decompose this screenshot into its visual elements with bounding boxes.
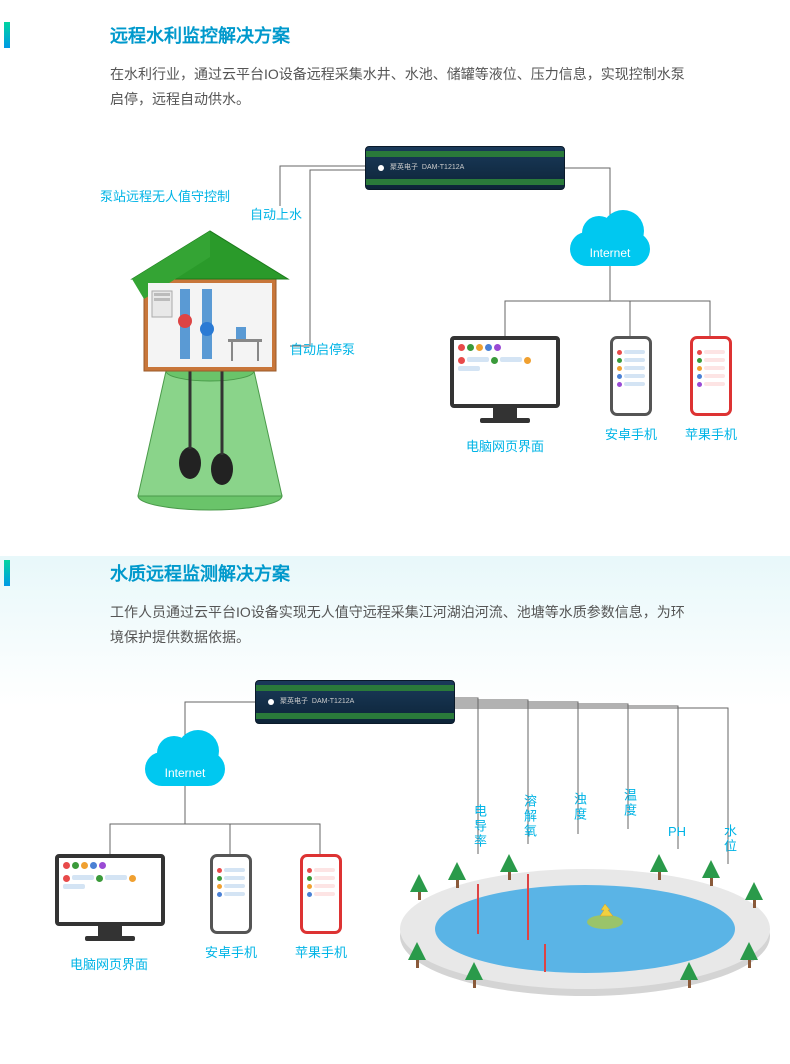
section-desc-1: 在水利行业，通过云平台IO设备远程采集水井、水池、储罐等液位、压力信息，实现控制… [0, 62, 790, 112]
iphone-2 [300, 854, 342, 934]
tree-icon [680, 962, 698, 988]
io-device-2: 聚英电子 DAM-T1212A [255, 680, 455, 724]
iphone-1 [690, 336, 732, 416]
section-title-1: 远程水利监控解决方案 [110, 22, 290, 48]
lake-illustration [390, 844, 780, 1014]
title-accent-1 [4, 22, 10, 48]
internet-cloud-1: Internet [570, 216, 650, 266]
section-water-quality: 水质远程监测解决方案 工作人员通过云平台IO设备实现无人值守远程采集江河湖泊河流… [0, 556, 790, 1058]
label-pc-1: 电脑网页界面 [466, 436, 544, 455]
tree-icon [745, 882, 763, 908]
cloud-label-1: Internet [570, 246, 650, 260]
section-desc-2: 工作人员通过云平台IO设备实现无人值守远程采集江河湖泊河流、池塘等水质参数信息，… [0, 600, 790, 650]
sensor-label-temp: 温度 [620, 788, 639, 818]
internet-cloud-2: Internet [145, 736, 225, 786]
tree-icon [408, 942, 426, 968]
title-accent-2 [4, 560, 10, 586]
tree-icon [410, 874, 428, 900]
section-water-control: 远程水利监控解决方案 在水利行业，通过云平台IO设备远程采集水井、水池、储罐等液… [0, 18, 790, 538]
label-pump-remote: 泵站远程无人值守控制 [100, 186, 230, 205]
label-pc-2: 电脑网页界面 [70, 954, 148, 973]
section-title-2: 水质远程监测解决方案 [110, 560, 290, 586]
android-phone-2 [210, 854, 252, 934]
sensor-label-turbidity: 浊度 [570, 792, 589, 822]
tree-icon [500, 854, 518, 880]
title-bar-1: 远程水利监控解决方案 [0, 18, 790, 52]
pc-monitor-2 [55, 854, 165, 941]
diagram-2: 聚英电子 DAM-T1212A Internet 电脑网页界面 [0, 674, 790, 1064]
sensor-label-conductivity: 电导率 [470, 804, 489, 849]
tree-icon [650, 854, 668, 880]
tree-icon [465, 962, 483, 988]
sensor-label-do: 溶解氧 [520, 794, 539, 839]
tree-icon [702, 860, 720, 886]
device-brand-1: 聚英电子 [390, 164, 418, 171]
device-brand-2: 聚英电子 [280, 698, 308, 705]
android-phone-1 [610, 336, 652, 416]
pump-station-illustration [110, 211, 310, 511]
sensor-label-ph: PH [668, 824, 686, 839]
cloud-label-2: Internet [145, 766, 225, 780]
tree-icon [740, 942, 758, 968]
label-android-1: 安卓手机 [605, 424, 657, 443]
device-model-1: DAM-T1212A [422, 164, 464, 171]
label-android-2: 安卓手机 [205, 942, 257, 961]
io-device-1: 聚英电子 DAM-T1212A [365, 146, 565, 190]
tree-icon [448, 862, 466, 888]
label-iphone-1: 苹果手机 [685, 424, 737, 443]
title-bar-2: 水质远程监测解决方案 [0, 556, 790, 590]
label-iphone-2: 苹果手机 [295, 942, 347, 961]
diagram-1: 聚英电子 DAM-T1212A 泵站远程无人值守控制 自动上水 自动启停泵 [0, 136, 790, 556]
device-model-2: DAM-T1212A [312, 698, 354, 705]
pc-monitor-1 [450, 336, 560, 423]
